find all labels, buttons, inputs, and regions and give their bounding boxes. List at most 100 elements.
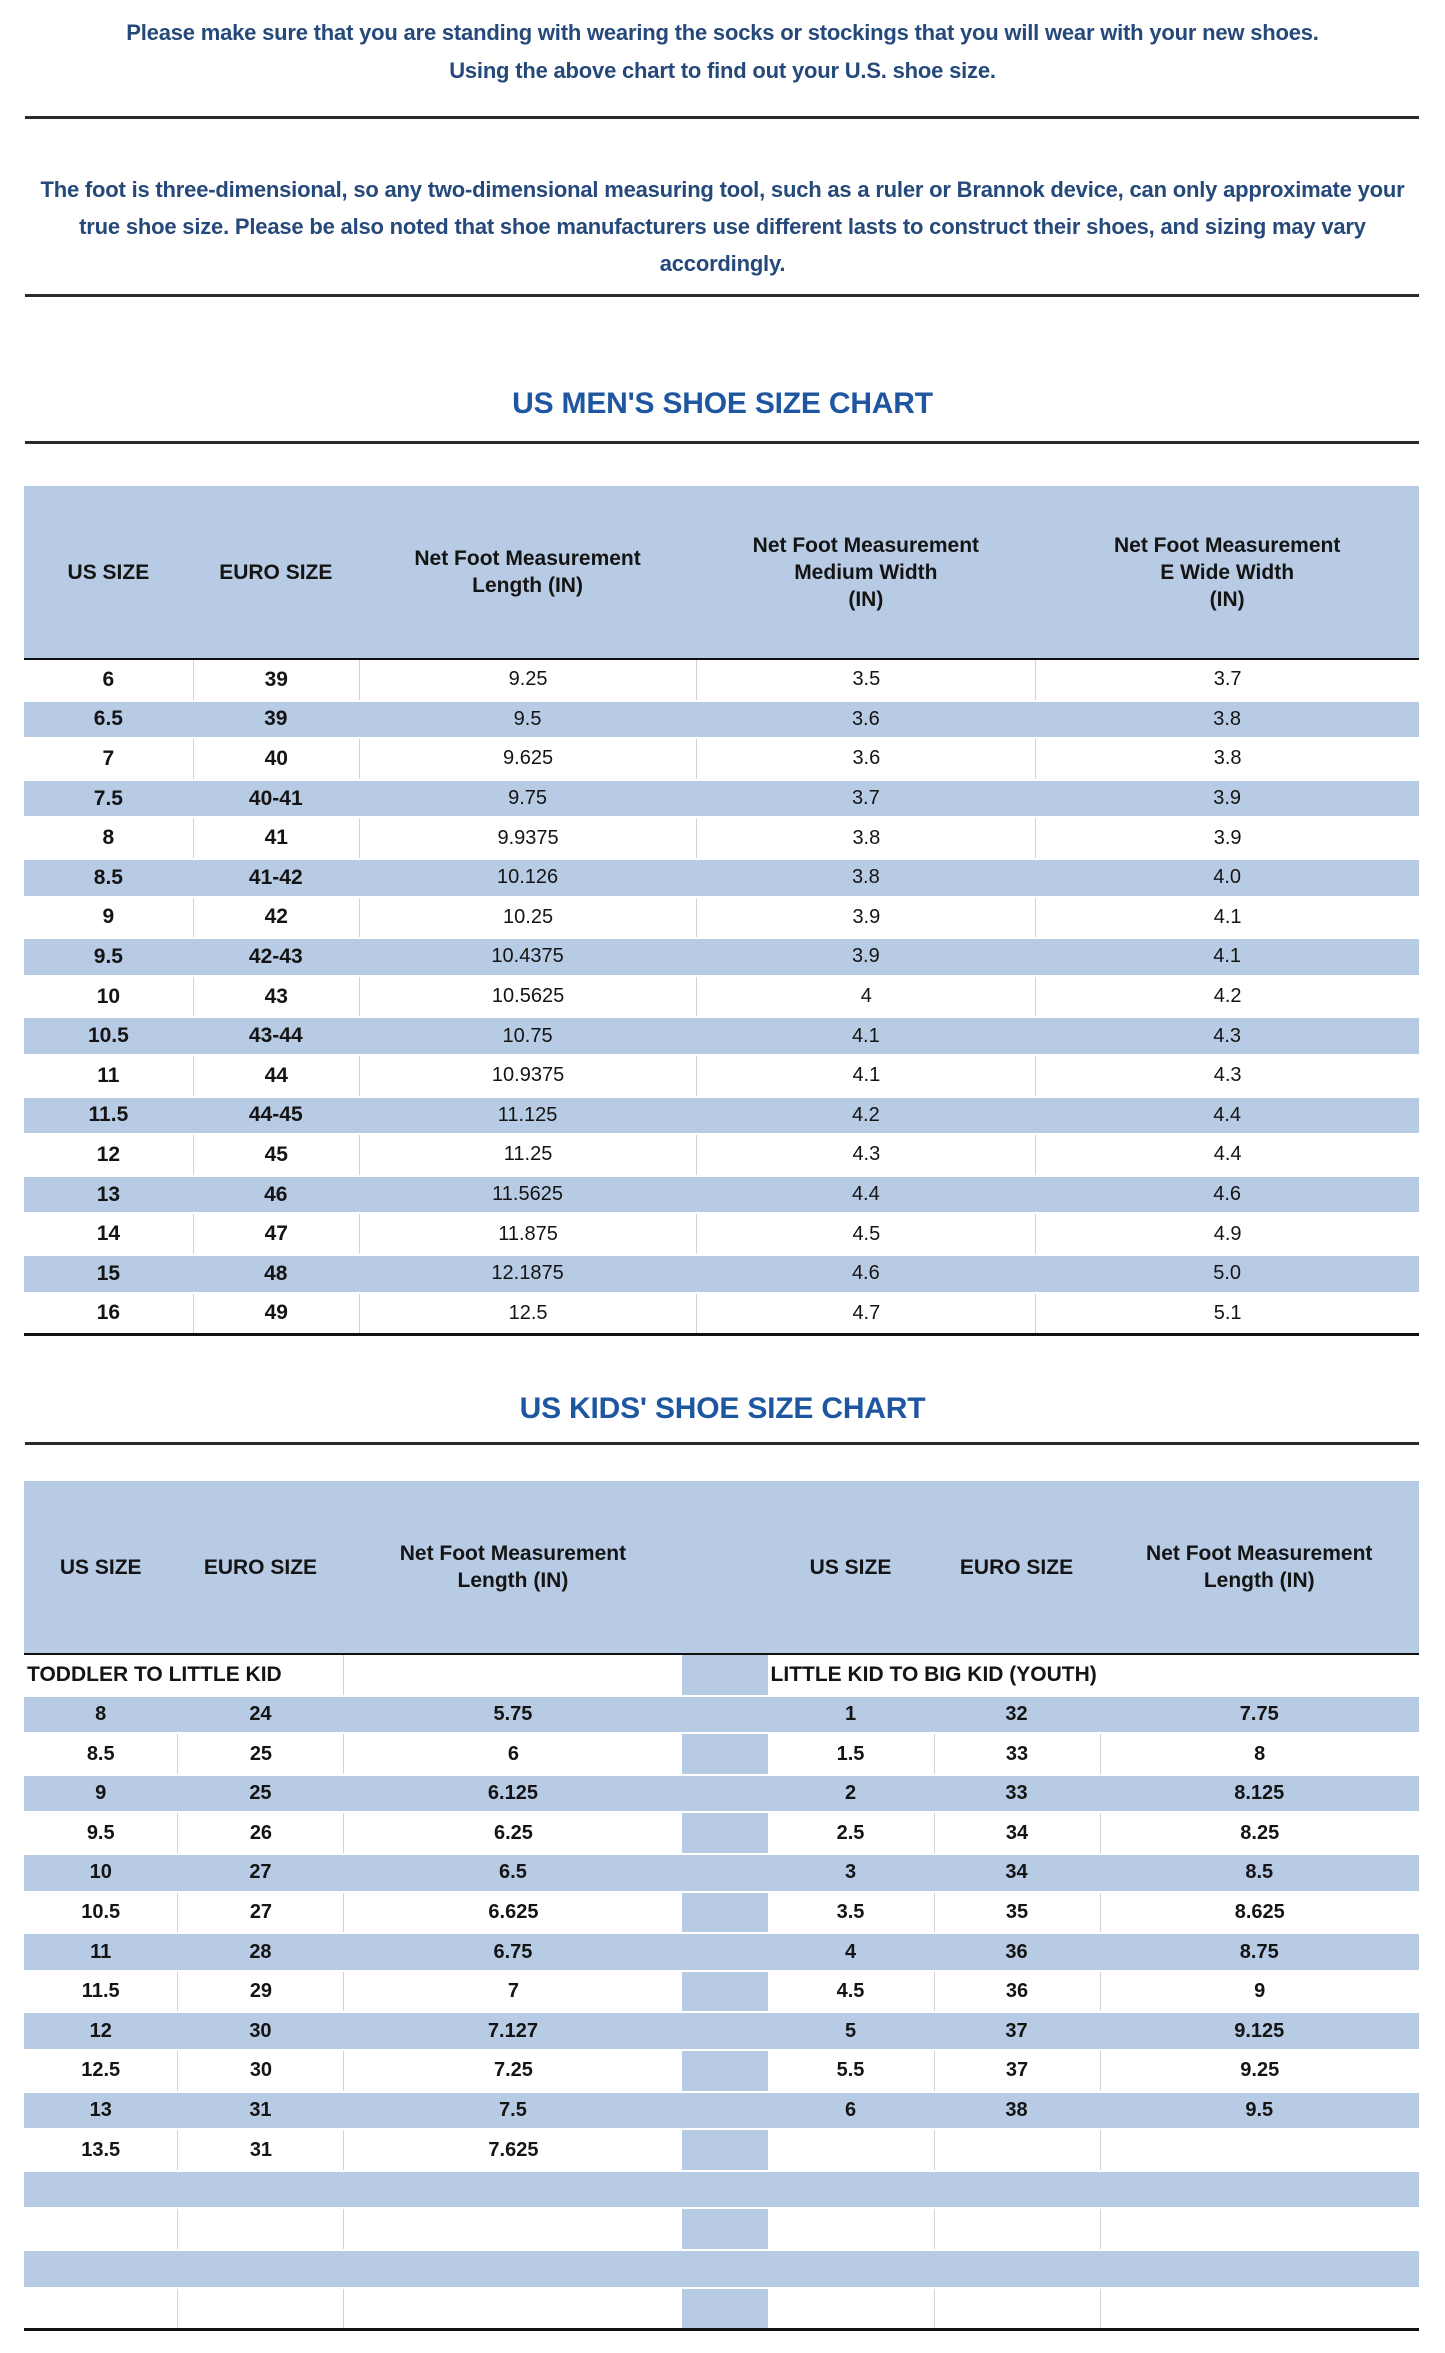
table-cell: 27 [177,1892,343,1933]
table-cell: 12.1875 [491,1262,564,1285]
table-cell: 4.6 [1213,1183,1242,1206]
kids-size-table: US SIZE EURO SIZE Net Foot Measurement L… [24,1481,1419,2332]
table-row: 10.5 43-44 10.75 4.1 4.3 [24,1016,1419,1056]
intro-paragraph: Please make sure that you are standing w… [0,14,1445,90]
table-cell: 3.5 [836,1900,865,1923]
table-gap-cell [682,1971,768,2012]
table-row: 12 45 11.25 4.3 4.4 [24,1135,1419,1175]
table-row: 14 47 11.875 4.5 4.9 [24,1214,1419,1254]
mens-chart-title: US MEN'S SHOE SIZE CHART [512,387,933,420]
table-cell: 5 [844,2019,857,2042]
table-cell: 28 [249,1940,272,1963]
table-row: 9.5 42-43 10.4375 3.9 4.1 [24,937,1419,977]
table-row: 10 27 6.5 3 34 8.5 [24,1853,1419,1893]
table-cell: 43 [192,976,359,1017]
table-cell: 2.5 [836,1821,865,1844]
table-cell: 12.5 [81,2059,121,2082]
table-cell: 14 [96,1222,121,1246]
table-cell: 10.126 [496,866,559,889]
table-cell: 48 [264,1261,288,1285]
divider-rule [25,1442,1419,1446]
empty-table-row [24,2169,1419,2210]
table-cell: 44 [192,1055,359,1096]
table-cell: 12.5 [358,1293,697,1334]
table-cell: 8.5 [86,1742,115,1765]
table-cell: 31 [249,2098,272,2121]
table-cell: 4.2 [1035,976,1419,1017]
table-cell: 36 [933,1971,1100,2012]
table-cell: 10.5 [87,1024,129,1048]
table-cell: 4.3 [1035,1055,1419,1096]
table-cell: 34 [1005,1861,1028,1884]
table-cell: 41-42 [248,865,303,889]
table-cell: 2 [844,1782,857,1805]
table-gap-cell [682,2093,767,2129]
table-cell: 6.5 [499,1861,527,1884]
table-cell: 9 [95,1782,107,1805]
mens-table-header-row: US SIZE EURO SIZE Net Foot Measurement L… [24,486,1419,660]
table-cell: 9 [102,905,115,929]
table-cell: 8 [102,826,115,850]
table-cell [1099,2209,1419,2249]
column-header-medium-width: Net Foot Measurement Medium Width (IN) [752,533,980,611]
table-row: 7 40 9.625 3.6 3.8 [24,739,1419,779]
table-cell: 12 [89,2019,112,2042]
table-row: 9.5 26 6.25 2.5 34 8.25 [24,1813,1419,1854]
table-cell: 9.625 [358,739,697,779]
table-cell: 44-45 [248,1103,303,1127]
table-cell: 11.125 [497,1103,558,1126]
table-cell: 24 [249,1702,272,1725]
table-cell: 3.9 [851,945,880,968]
table-row: 7.5 40-41 9.75 3.7 3.9 [24,778,1419,819]
table-cell: 34 [933,1813,1100,1854]
table-cell: 9.5 [513,707,542,730]
table-cell [343,2209,682,2249]
table-cell: 32 [1005,1702,1028,1725]
table-cell: 4.4 [1035,1135,1419,1175]
table-cell: 5.0 [1213,1262,1242,1285]
column-header-length-right: Net Foot Measurement Length (IN) [1146,1542,1373,1593]
table-cell: 41 [192,818,359,858]
table-cell: 5.5 [836,2059,865,2082]
table-row: 11.5 44-45 11.125 4.2 4.4 [24,1095,1419,1136]
table-cell: 6.25 [343,1813,682,1854]
empty-table-row [24,2249,1419,2289]
table-cell: 37 [933,2051,1100,2091]
table-cell: 5.1 [1035,1293,1419,1334]
table-cell: 39 [264,707,288,731]
table-cell: 3.8 [1035,739,1419,779]
table-cell: 4 [844,1940,857,1963]
table-cell: 25 [177,1734,343,1774]
table-cell [24,2289,177,2329]
table-cell: 4.1 [1035,897,1419,938]
table-cell: 3.8 [1213,707,1242,730]
table-cell: 8 [95,1702,107,1725]
column-header-e-wide-width: Net Foot Measurement E Wide Width (IN) [1113,533,1341,611]
empty-table-row [24,2288,1419,2329]
table-cell: 3.7 [851,787,880,810]
table-gap-cell [682,2288,768,2329]
table-row: 13 31 7.5 6 38 9.5 [24,2090,1419,2131]
table-cell [343,2288,682,2329]
table-cell [933,2209,1100,2249]
table-cell: 13.5 [81,2138,121,2161]
table-cell: 4.2 [851,1103,880,1126]
table-row: 6.5 39 9.5 3.6 3.8 [24,699,1419,740]
mens-table-body: 6 39 9.25 3.5 3.7 6.5 39 9.5 3.6 3.8 7 40 9.625 3.6 3.… [24,660,1419,1334]
table-row: 9 25 6.125 2 33 8.125 [24,1773,1419,1814]
table-cell: 7 [343,1971,682,2012]
table-cell: 4.3 [696,1135,1035,1175]
table-row: 13 46 11.5625 4.4 4.6 [24,1174,1419,1215]
divider-rule [25,294,1419,297]
table-cell: 9.25 [358,660,697,700]
table-cell: 8.5 [1245,1861,1274,1884]
table-cell: 36 [1005,1940,1028,1963]
table-cell: 10.4375 [491,945,564,968]
table-cell: 35 [933,1892,1100,1933]
table-cell: 5.75 [493,1702,533,1725]
table-cell: 27 [249,1861,272,1884]
kids-table-header-row: US SIZE EURO SIZE Net Foot Measurement L… [24,1481,1419,1656]
table-gap-cell [682,2013,767,2049]
table-cell [768,2130,934,2170]
table-cell: 3.9 [1035,818,1419,858]
